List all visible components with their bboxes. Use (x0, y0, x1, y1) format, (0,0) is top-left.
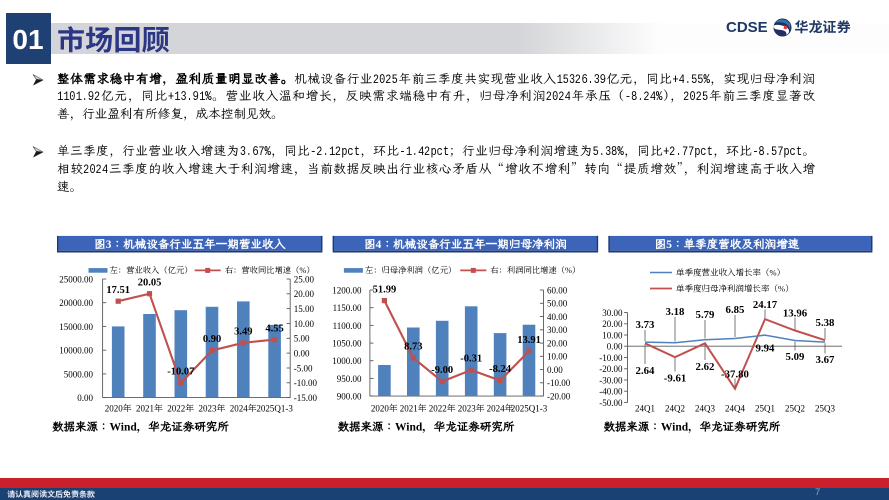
svg-text:51.99: 51.99 (373, 284, 397, 295)
svg-text:图3：机械设备行业五年一期营业收入: 图3：机械设备行业五年一期营业收入 (94, 238, 286, 251)
svg-text:-15.00: -15.00 (294, 393, 318, 403)
svg-text:5.00: 5.00 (294, 334, 310, 344)
svg-text:40.00: 40.00 (547, 312, 568, 322)
svg-text:20.00: 20.00 (547, 338, 568, 348)
svg-text:10.00: 10.00 (602, 330, 623, 340)
svg-text:5.09: 5.09 (786, 351, 805, 363)
svg-text:2023年: 2023年 (458, 403, 485, 414)
svg-text:6.85: 6.85 (726, 304, 745, 316)
svg-text:-5.00: -5.00 (294, 363, 313, 373)
svg-text:3.18: 3.18 (666, 306, 685, 318)
svg-text:20000.00: 20000.00 (59, 298, 93, 308)
svg-text:15000.00: 15000.00 (59, 322, 93, 332)
svg-text:2025Q1-3: 2025Q1-3 (256, 404, 293, 414)
svg-text:3.67: 3.67 (816, 354, 835, 366)
svg-text:0.00: 0.00 (607, 342, 623, 352)
svg-text:4.55: 4.55 (265, 323, 283, 334)
svg-text:2023年: 2023年 (198, 403, 225, 414)
svg-text:13.91: 13.91 (517, 335, 541, 346)
svg-text:-10.07: -10.07 (167, 367, 194, 378)
svg-text:0.00: 0.00 (77, 393, 93, 403)
svg-text:25000.00: 25000.00 (59, 274, 93, 284)
svg-text:60.00: 60.00 (547, 285, 568, 295)
svg-text:右：利润同比增速（%）: 右：利润同比增速（%） (490, 265, 580, 275)
svg-text:1150.00: 1150.00 (333, 303, 362, 313)
svg-text:左：营业收入（亿元）: 左：营业收入（亿元） (110, 265, 193, 275)
svg-text:-30.00: -30.00 (599, 375, 623, 385)
svg-text:数据来源：Wind，华龙证券研究所: 数据来源：Wind，华龙证券研究所 (603, 421, 780, 434)
svg-text:25Q3: 25Q3 (815, 404, 835, 414)
svg-text:10.00: 10.00 (294, 319, 315, 329)
svg-text:1000.00: 1000.00 (332, 356, 362, 366)
svg-text:2022年: 2022年 (167, 403, 194, 414)
svg-text:24.17: 24.17 (753, 299, 778, 311)
svg-text:-40.00: -40.00 (599, 387, 623, 397)
svg-text:2021年: 2021年 (136, 403, 163, 414)
svg-text:25Q1: 25Q1 (755, 404, 775, 414)
svg-text:950.00: 950.00 (337, 374, 362, 384)
svg-text:2021年: 2021年 (400, 403, 427, 414)
svg-text:2024年: 2024年 (487, 403, 514, 414)
svg-text:25.00: 25.00 (294, 274, 315, 284)
svg-text:图5：单季度营收及利润增速: 图5：单季度营收及利润增速 (655, 238, 800, 251)
svg-text:-37.80: -37.80 (721, 369, 749, 381)
svg-text:2022年: 2022年 (429, 403, 456, 414)
svg-text:17.51: 17.51 (106, 285, 130, 296)
svg-text:2020年: 2020年 (105, 403, 132, 414)
svg-text:5000.00: 5000.00 (64, 369, 94, 379)
svg-text:-8.24: -8.24 (489, 364, 512, 375)
svg-text:数据来源：Wind，华龙证券研究所: 数据来源：Wind，华龙证券研究所 (338, 421, 515, 434)
svg-text:-9.61: -9.61 (664, 373, 687, 385)
svg-text:单季度营业收入增长率（%）: 单季度营业收入增长率（%） (676, 267, 785, 277)
svg-text:20.00: 20.00 (602, 319, 623, 329)
svg-text:20.00: 20.00 (294, 289, 315, 299)
svg-text:数据来源：Wind，华龙证券研究所: 数据来源：Wind，华龙证券研究所 (52, 421, 229, 434)
svg-text:20.05: 20.05 (138, 277, 162, 288)
svg-text:单季度归母净利润增长率（%）: 单季度归母净利润增长率（%） (676, 283, 794, 293)
svg-text:9.94: 9.94 (756, 343, 775, 355)
svg-text:2025Q1-3: 2025Q1-3 (511, 404, 548, 414)
svg-text:900.00: 900.00 (337, 392, 362, 402)
svg-text:30.00: 30.00 (602, 308, 623, 318)
svg-text:13.96: 13.96 (783, 308, 808, 320)
svg-text:3.49: 3.49 (234, 327, 252, 338)
svg-text:-0.31: -0.31 (460, 354, 482, 365)
svg-text:24Q3: 24Q3 (695, 404, 715, 414)
svg-text:3.73: 3.73 (636, 319, 655, 331)
svg-text:左：归母净利润（亿元）: 左：归母净利润（亿元） (365, 265, 456, 275)
svg-text:0.00: 0.00 (547, 365, 563, 375)
svg-text:-10.00: -10.00 (599, 353, 623, 363)
svg-text:-20.00: -20.00 (547, 392, 571, 402)
svg-text:-10.00: -10.00 (547, 378, 571, 388)
svg-text:-50.00: -50.00 (599, 398, 623, 408)
svg-text:50.00: 50.00 (547, 299, 568, 309)
svg-text:8.73: 8.73 (404, 342, 422, 353)
svg-text:0.00: 0.00 (294, 349, 310, 359)
svg-text:25Q2: 25Q2 (785, 404, 805, 414)
svg-text:2024年: 2024年 (230, 403, 257, 414)
svg-text:2020年: 2020年 (371, 403, 398, 414)
svg-text:10.00: 10.00 (547, 352, 568, 362)
svg-text:2.64: 2.64 (636, 365, 655, 377)
svg-text:1050.00: 1050.00 (332, 338, 362, 348)
svg-text:2.62: 2.62 (696, 361, 715, 373)
svg-text:右：营收同比增速（%）: 右：营收同比增速（%） (225, 265, 315, 275)
svg-text:5.38: 5.38 (816, 317, 835, 329)
svg-text:0.90: 0.90 (203, 334, 221, 345)
svg-text:24Q2: 24Q2 (665, 404, 685, 414)
svg-text:-9.00: -9.00 (431, 365, 453, 376)
svg-text:图4：机械设备行业五年一期归母净利润: 图4：机械设备行业五年一期归母净利润 (364, 238, 567, 251)
svg-text:30.00: 30.00 (547, 325, 568, 335)
svg-text:-10.00: -10.00 (294, 378, 318, 388)
svg-text:10000.00: 10000.00 (59, 346, 93, 356)
svg-text:15.00: 15.00 (294, 304, 315, 314)
svg-text:1200.00: 1200.00 (332, 285, 362, 295)
svg-text:24Q4: 24Q4 (725, 404, 745, 414)
svg-text:1100.00: 1100.00 (333, 321, 362, 331)
svg-text:24Q1: 24Q1 (635, 404, 655, 414)
svg-text:5.79: 5.79 (696, 309, 715, 321)
svg-text:-20.00: -20.00 (599, 364, 623, 374)
